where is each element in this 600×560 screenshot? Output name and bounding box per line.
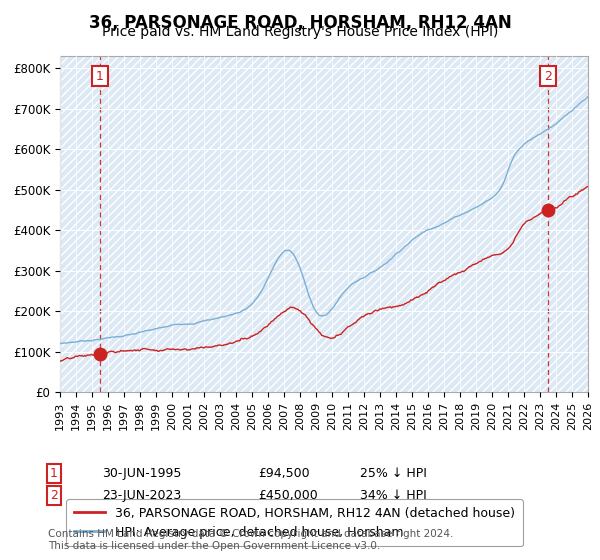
Text: Contains HM Land Registry data © Crown copyright and database right 2024.
This d: Contains HM Land Registry data © Crown c… xyxy=(48,529,454,551)
Legend: 36, PARSONAGE ROAD, HORSHAM, RH12 4AN (detached house), HPI: Average price, deta: 36, PARSONAGE ROAD, HORSHAM, RH12 4AN (d… xyxy=(66,499,523,547)
Text: 25% ↓ HPI: 25% ↓ HPI xyxy=(360,466,427,480)
Text: £450,000: £450,000 xyxy=(258,489,318,502)
Text: £94,500: £94,500 xyxy=(258,466,310,480)
Text: Price paid vs. HM Land Registry's House Price Index (HPI): Price paid vs. HM Land Registry's House … xyxy=(102,25,498,39)
Text: 34% ↓ HPI: 34% ↓ HPI xyxy=(360,489,427,502)
Text: 36, PARSONAGE ROAD, HORSHAM, RH12 4AN: 36, PARSONAGE ROAD, HORSHAM, RH12 4AN xyxy=(89,14,511,32)
Text: 2: 2 xyxy=(50,489,58,502)
Text: 2: 2 xyxy=(544,69,552,83)
Text: 1: 1 xyxy=(96,69,104,83)
Text: 23-JUN-2023: 23-JUN-2023 xyxy=(102,489,181,502)
Text: 30-JUN-1995: 30-JUN-1995 xyxy=(102,466,181,480)
Text: 1: 1 xyxy=(50,466,58,480)
